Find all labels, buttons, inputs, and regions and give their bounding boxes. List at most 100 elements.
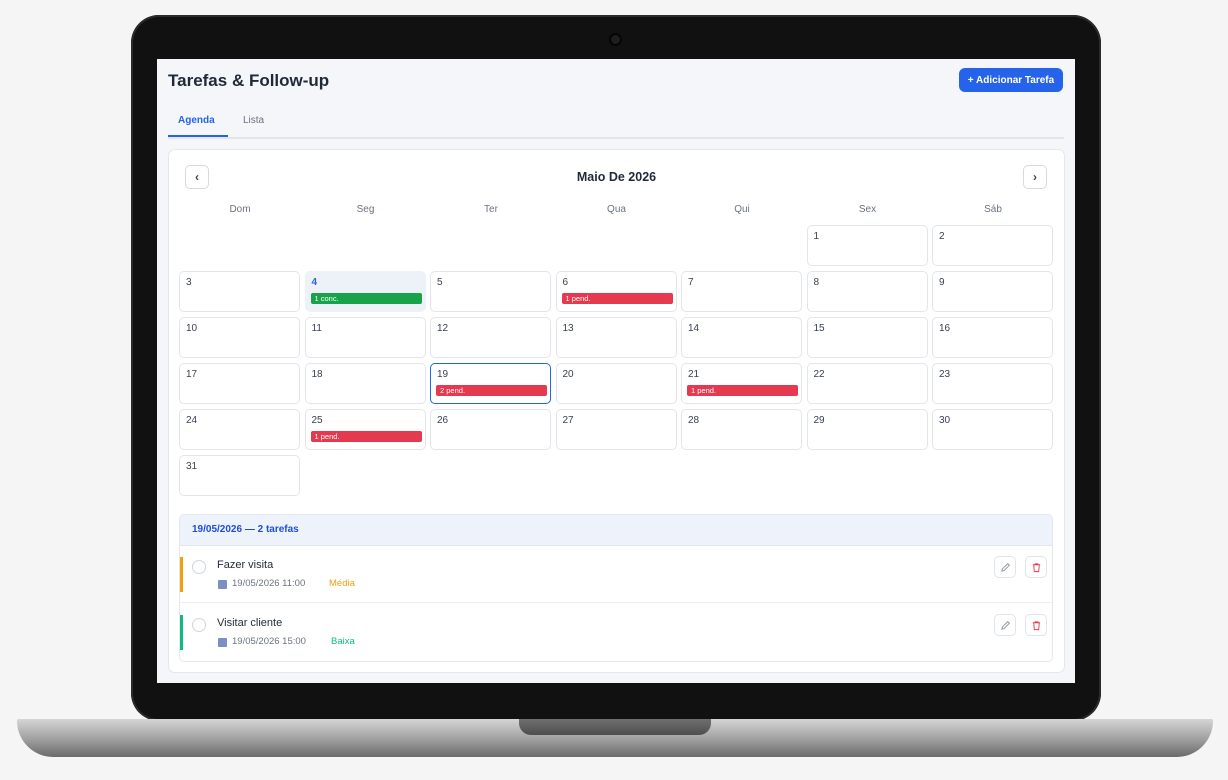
day-number: 27 (562, 415, 574, 426)
calendar-day[interactable]: 28 (681, 409, 802, 450)
day-number: 25 (311, 415, 323, 426)
pencil-icon (1001, 563, 1010, 572)
page-title: Tarefas & Follow-up (168, 71, 330, 90)
day-number: 29 (813, 415, 825, 426)
task-count-badge: 2 pend. (436, 385, 547, 396)
prev-month-button[interactable]: ‹ (185, 165, 209, 189)
priority-bar (180, 557, 183, 592)
calendar-day[interactable]: 12 (430, 317, 551, 358)
calendar-day[interactable]: 26 (430, 409, 551, 450)
day-number: 13 (562, 323, 574, 334)
trash-icon (1032, 621, 1041, 631)
calendar-day[interactable]: 19 2 pend. (430, 363, 551, 404)
calendar-day[interactable]: 1 (806, 225, 928, 266)
calendar-day[interactable]: 4 1 conc. (304, 271, 426, 312)
view-tabs: Agenda Lista (168, 110, 1064, 139)
calendar-day[interactable]: 11 (304, 317, 426, 358)
day-number: 9 (939, 277, 945, 288)
calendar-day[interactable]: 23 (932, 363, 1053, 404)
calendar-day[interactable]: 5 (430, 271, 551, 312)
calendar-day[interactable]: 18 (304, 363, 426, 404)
calendar-day[interactable]: 25 1 pend. (304, 409, 426, 450)
task-count-badge: 1 pend. (561, 293, 673, 304)
active-tab-indicator (168, 135, 228, 137)
calendar-day[interactable]: 7 (681, 271, 802, 312)
calendar-icon (218, 580, 227, 589)
calendar-day[interactable]: 16 (932, 317, 1053, 358)
day-number: 5 (437, 277, 443, 288)
task-count-badge: 1 pend. (687, 385, 798, 396)
weekday-label: Ter (484, 204, 498, 215)
calendar-day[interactable]: 17 (179, 363, 300, 404)
calendar-day[interactable]: 21 1 pend. (681, 363, 802, 404)
task-priority: Média (329, 578, 355, 589)
day-number: 1 (813, 231, 820, 242)
chevron-left-icon: ‹ (195, 170, 199, 184)
weekday-label: Qua (607, 204, 626, 215)
calendar-day[interactable]: 24 (179, 409, 300, 450)
calendar-day[interactable]: 14 (681, 317, 802, 358)
delete-task-button[interactable] (1025, 556, 1047, 578)
day-number: 2 (939, 231, 945, 242)
task-list: Fazer visita 19/05/2026 11:00 Média Visi… (179, 546, 1053, 662)
day-number: 18 (311, 369, 323, 380)
webcam (609, 33, 622, 46)
calendar-day[interactable]: 3 (179, 271, 300, 312)
day-number: 28 (688, 415, 700, 426)
calendar-day[interactable]: 22 (806, 363, 928, 404)
day-number: 19 (437, 369, 449, 380)
pencil-icon (1001, 621, 1010, 630)
tab-agenda[interactable]: Agenda (178, 115, 215, 126)
calendar-day[interactable]: 15 (806, 317, 928, 358)
calendar-day[interactable]: 29 (806, 409, 928, 450)
day-number: 3 (186, 277, 192, 288)
calendar-day[interactable]: 2 (932, 225, 1053, 266)
day-number: 20 (562, 369, 574, 380)
tab-lista[interactable]: Lista (243, 115, 265, 126)
day-number: 4 (311, 277, 318, 288)
calendar-day[interactable]: 13 (555, 317, 677, 358)
next-month-button[interactable]: › (1023, 165, 1047, 189)
laptop-notch (519, 719, 711, 735)
day-number: 14 (688, 323, 700, 334)
task-item: Visitar cliente 19/05/2026 15:00 Baixa (180, 604, 1052, 661)
edit-task-button[interactable] (994, 556, 1016, 578)
day-number: 11 (311, 323, 322, 334)
task-name: Fazer visita (217, 559, 274, 571)
calendar-day[interactable]: 27 (555, 409, 677, 450)
app-screen: Tarefas & Follow-up + Adicionar Tarefa A… (157, 59, 1075, 683)
delete-task-button[interactable] (1025, 614, 1047, 636)
calendar-day[interactable]: 20 (555, 363, 677, 404)
day-number: 12 (437, 323, 449, 334)
calendar-day[interactable]: 8 (806, 271, 928, 312)
task-item: Fazer visita 19/05/2026 11:00 Média (180, 546, 1052, 603)
calendar-day[interactable]: 31 (179, 455, 300, 496)
day-number: 22 (813, 369, 825, 380)
day-number: 30 (939, 415, 951, 426)
calendar-day[interactable]: 6 1 pend. (555, 271, 677, 312)
task-datetime: 19/05/2026 11:00 (232, 578, 306, 589)
weekday-label: Qui (734, 204, 750, 215)
calendar-day[interactable]: 10 (179, 317, 300, 358)
chevron-right-icon: › (1033, 170, 1037, 184)
day-number: 16 (939, 323, 951, 334)
day-number: 24 (186, 415, 198, 426)
weekday-label: Seg (356, 204, 375, 215)
circle-check-icon[interactable] (192, 618, 206, 632)
day-number: 31 (186, 461, 198, 472)
selected-day-header: 19/05/2026 — 2 tarefas (179, 514, 1053, 546)
trash-icon (1032, 563, 1041, 573)
circle-check-icon[interactable] (192, 560, 206, 574)
day-number: 21 (688, 369, 700, 380)
task-datetime: 19/05/2026 15:00 (232, 636, 306, 647)
weekday-label: Sex (858, 204, 877, 215)
priority-bar (180, 615, 183, 650)
day-number: 23 (939, 369, 951, 380)
edit-task-button[interactable] (994, 614, 1016, 636)
day-number: 10 (186, 323, 198, 334)
day-number: 17 (186, 369, 198, 380)
calendar-day[interactable]: 9 (932, 271, 1053, 312)
add-task-button[interactable]: + Adicionar Tarefa (959, 68, 1063, 92)
calendar-day[interactable]: 30 (932, 409, 1053, 450)
task-name: Visitar cliente (217, 617, 283, 629)
